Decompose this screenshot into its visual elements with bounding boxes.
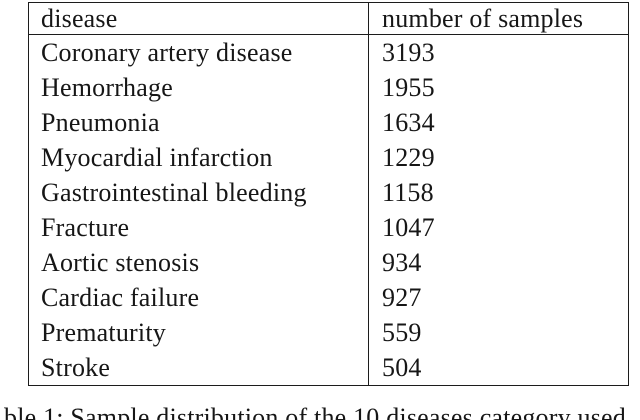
disease-cell: Cardiac failure [28, 280, 369, 315]
table-row: Cardiac failure 927 [28, 280, 629, 315]
col-header-samples: number of samples [368, 2, 629, 35]
header-row: disease number of samples [28, 2, 629, 35]
disease-cell: Prematurity [28, 315, 369, 350]
samples-cell: 1634 [382, 107, 435, 137]
samples-cell: 559 [382, 317, 422, 347]
disease-cell: Gastrointestinal bleeding [28, 175, 369, 210]
table-row: Prematurity 559 [28, 315, 629, 350]
table-caption: ble 1: Sample distribution of the 10 dis… [4, 403, 626, 420]
disease-cell: Myocardial infarction [28, 140, 369, 175]
disease-cell: Fracture [28, 210, 369, 245]
col-header-disease: disease [28, 2, 369, 35]
disease-cell: Hemorrhage [28, 70, 369, 105]
table-row: Gastrointestinal bleeding 1158 [28, 175, 629, 210]
table-row: Hemorrhage 1955 [28, 70, 629, 105]
table-row: Stroke 504 [28, 350, 629, 386]
disease-cell: Coronary artery disease [28, 34, 369, 70]
samples-cell: 504 [382, 352, 422, 382]
samples-cell: 1158 [382, 177, 434, 207]
table-row: Fracture 1047 [28, 210, 629, 245]
table-row: Myocardial infarction 1229 [28, 140, 629, 175]
table-row: Coronary artery disease 3193 [28, 34, 629, 70]
disease-samples-table: disease number of samples Coronary arter… [28, 2, 629, 386]
samples-cell: 1229 [382, 142, 435, 172]
samples-cell: 927 [382, 282, 422, 312]
table-row: Pneumonia 1634 [28, 105, 629, 140]
samples-cell: 1047 [382, 212, 435, 242]
disease-cell: Aortic stenosis [28, 245, 369, 280]
samples-cell: 934 [382, 247, 422, 277]
samples-cell: 3193 [382, 37, 435, 67]
disease-cell: Pneumonia [28, 105, 369, 140]
disease-cell: Stroke [28, 350, 369, 386]
table-row: Aortic stenosis 934 [28, 245, 629, 280]
samples-cell: 1955 [382, 72, 435, 102]
